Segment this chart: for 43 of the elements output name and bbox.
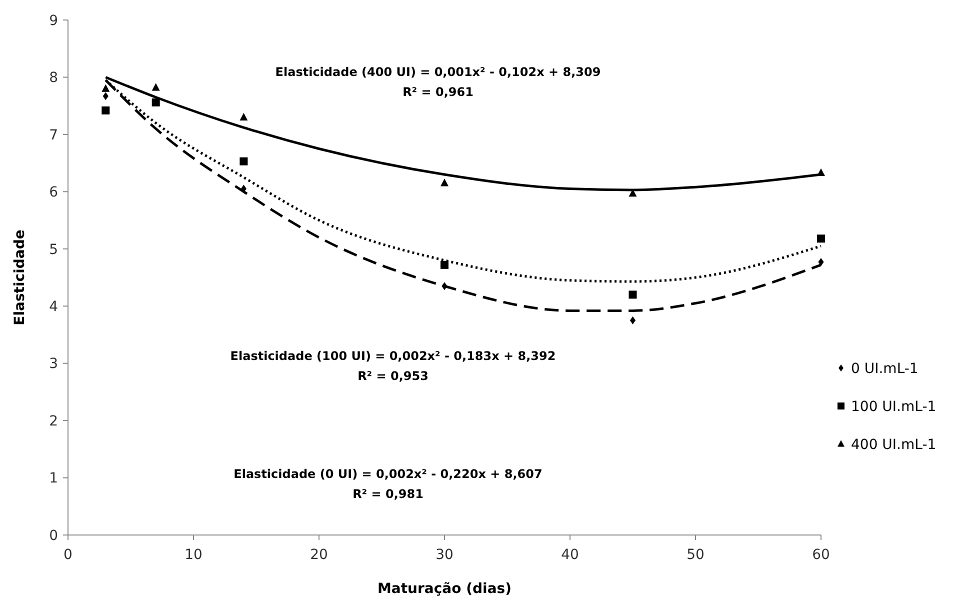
point <box>818 258 824 266</box>
point <box>152 98 160 106</box>
y-tick-label: 2 <box>49 413 58 430</box>
annotation: Elasticidade (400 UI) = 0,001x² - 0,102x + 8,309 <box>275 65 601 79</box>
x-tick-label: 30 <box>436 547 454 563</box>
x-tick-label: 60 <box>812 547 830 563</box>
y-tick-label: 0 <box>49 528 58 544</box>
legend-label: 100 UI.mL-1 <box>851 398 936 415</box>
y-tick-label: 7 <box>49 127 58 144</box>
point <box>152 83 160 91</box>
annotation: R² = 0,961 <box>402 85 474 99</box>
point <box>240 112 248 120</box>
annotation: R² = 0,981 <box>352 487 424 501</box>
y-tick-label: 1 <box>49 470 58 487</box>
annotation: Elasticidade (0 UI) = 0,002x² - 0,220x + 8,607 <box>234 467 542 481</box>
annotation: Elasticidade (100 UI) = 0,002x² - 0,183x + 8,392 <box>230 349 556 363</box>
x-tick-label: 0 <box>64 547 72 563</box>
point <box>102 84 110 92</box>
x-tick-label: 40 <box>561 547 579 563</box>
point <box>102 92 108 100</box>
point <box>628 290 637 299</box>
y-tick-label: 6 <box>49 184 58 201</box>
point <box>102 106 110 114</box>
point <box>240 157 248 166</box>
y-axis-title: Elasticidade <box>12 230 28 326</box>
x-tick-label: 50 <box>686 547 704 563</box>
x-tick-label: 10 <box>184 547 202 563</box>
point <box>817 234 825 243</box>
y-tick-label: 3 <box>49 356 58 372</box>
y-tick-label: 5 <box>49 242 58 258</box>
y-tick-label: 4 <box>49 299 58 316</box>
legend-label: 400 UI.mL-1 <box>851 436 936 453</box>
point <box>630 316 636 324</box>
point <box>817 168 825 176</box>
x-tick-label: 20 <box>310 547 328 563</box>
legend-label: 0 UI.mL-1 <box>851 360 918 377</box>
point <box>440 260 448 269</box>
point <box>440 178 448 186</box>
y-tick-label: 9 <box>49 12 58 29</box>
y-tick-label: 8 <box>49 70 58 86</box>
point <box>442 282 448 290</box>
annotation: R² = 0,953 <box>358 369 428 383</box>
x-axis-title: Maturação (dias) <box>377 581 512 597</box>
